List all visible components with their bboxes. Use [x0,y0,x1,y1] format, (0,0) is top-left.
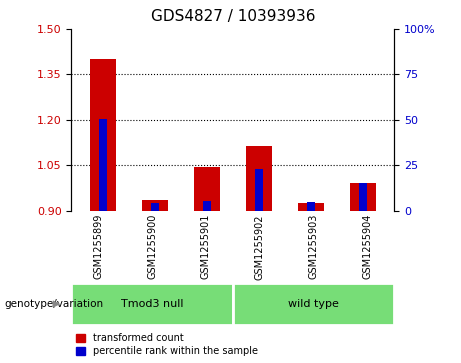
Text: GSM1255901: GSM1255901 [201,214,211,280]
Text: genotype/variation: genotype/variation [5,299,104,309]
Bar [203,201,211,211]
Text: wild type: wild type [288,299,339,309]
Bar [71,283,233,325]
Text: GSM1255899: GSM1255899 [93,214,103,280]
Bar [255,169,263,211]
Title: GDS4827 / 10393936: GDS4827 / 10393936 [151,9,315,24]
Bar [142,200,168,211]
Bar [307,202,315,211]
Text: GSM1255904: GSM1255904 [362,214,372,280]
Bar [359,183,367,211]
Bar [151,203,159,211]
Text: GSM1255902: GSM1255902 [254,214,265,280]
Bar [194,167,220,211]
Bar [90,59,116,211]
Text: GSM1255903: GSM1255903 [308,214,319,280]
Bar [350,183,376,211]
Text: Tmod3 null: Tmod3 null [121,299,183,309]
Legend: transformed count, percentile rank within the sample: transformed count, percentile rank withi… [77,333,258,356]
Bar [246,146,272,211]
Bar [233,283,394,325]
Text: GSM1255900: GSM1255900 [147,214,157,280]
Bar [298,203,324,211]
Bar [99,119,106,211]
